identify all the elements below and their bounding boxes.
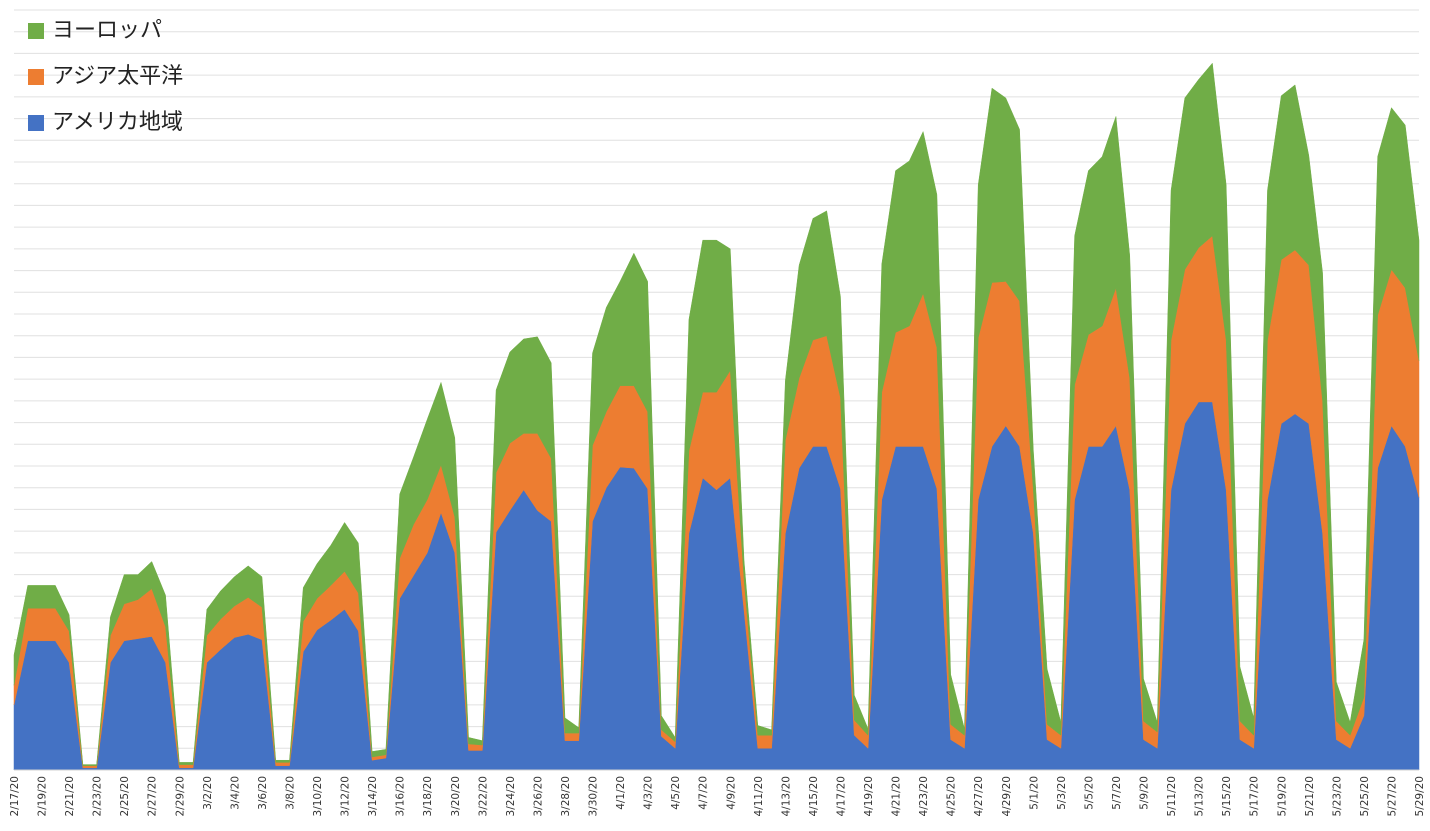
x-tick-label: 5/5/20 [1083, 776, 1095, 810]
x-tick-label: 4/3/20 [643, 776, 655, 810]
x-tick-label: 2/21/20 [64, 776, 76, 816]
x-tick-label: 5/9/20 [1139, 776, 1151, 810]
x-tick-label: 5/1/20 [1028, 776, 1040, 810]
legend-swatch [28, 115, 44, 131]
x-tick-label: 2/29/20 [174, 776, 186, 816]
x-tick-label: 5/13/20 [1194, 776, 1206, 816]
x-tick-label: 3/10/20 [312, 776, 324, 816]
x-tick-label: 3/8/20 [284, 776, 296, 810]
x-tick-label: 3/2/20 [202, 776, 214, 810]
x-tick-label: 3/26/20 [532, 776, 544, 816]
x-tick-label: 4/15/20 [808, 776, 820, 816]
x-tick-label: 2/17/20 [9, 776, 21, 816]
x-tick-label: 2/19/20 [37, 776, 49, 816]
x-tick-label: 4/21/20 [891, 776, 903, 816]
legend-item: アジア太平洋 [28, 64, 183, 89]
legend-swatch [28, 23, 44, 39]
x-tick-label: 3/18/20 [422, 776, 434, 816]
x-tick-label: 4/5/20 [670, 776, 682, 810]
x-tick-label: 2/25/20 [119, 776, 131, 816]
x-tick-label: 2/27/20 [147, 776, 159, 816]
legend-item: ヨーロッパ [28, 18, 162, 43]
x-tick-label: 5/11/20 [1166, 776, 1178, 816]
x-tick-label: 3/22/20 [477, 776, 489, 816]
x-tick-label: 5/27/20 [1386, 776, 1398, 816]
x-tick-label: 4/17/20 [835, 776, 847, 816]
x-tick-label: 5/21/20 [1304, 776, 1316, 816]
x-tick-label: 3/4/20 [229, 776, 241, 810]
x-tick-label: 5/23/20 [1331, 776, 1343, 816]
x-tick-label: 3/28/20 [560, 776, 572, 816]
x-tick-label: 3/6/20 [257, 776, 269, 810]
x-tick-label: 4/25/20 [946, 776, 958, 816]
x-tick-label: 4/23/20 [918, 776, 930, 816]
x-tick-label: 4/27/20 [973, 776, 985, 816]
x-tick-label: 2/23/20 [92, 776, 104, 816]
x-tick-label: 4/1/20 [615, 776, 627, 810]
x-tick-label: 3/12/20 [340, 776, 352, 816]
legend-label: アメリカ地域 [52, 110, 183, 135]
x-tick-label: 3/20/20 [450, 776, 462, 816]
x-tick-label: 5/17/20 [1249, 776, 1261, 816]
x-tick-label: 4/11/20 [753, 776, 765, 816]
x-tick-label: 3/14/20 [367, 776, 379, 816]
x-tick-label: 3/24/20 [505, 776, 517, 816]
x-tick-label: 4/13/20 [780, 776, 792, 816]
x-tick-label: 5/7/20 [1111, 776, 1123, 810]
legend-item: アメリカ地域 [28, 110, 183, 135]
legend-label: アジア太平洋 [52, 64, 183, 89]
x-tick-label: 5/29/20 [1414, 776, 1426, 816]
x-tick-label: 4/7/20 [698, 776, 710, 810]
x-tick-label: 3/30/20 [588, 776, 600, 816]
area [13, 62, 1420, 766]
legend-swatch [28, 69, 44, 85]
x-tick-label: 5/3/20 [1056, 776, 1068, 810]
x-tick-label: 5/19/20 [1276, 776, 1288, 816]
legend-label: ヨーロッパ [52, 18, 162, 43]
x-tick-label: 4/19/20 [863, 776, 875, 816]
x-tick-label: 5/15/20 [1221, 776, 1233, 816]
x-tick-label: 5/25/20 [1359, 776, 1371, 816]
x-tick-label: 3/16/20 [395, 776, 407, 816]
x-tick-label: 4/9/20 [725, 776, 737, 810]
x-tick-label: 4/29/20 [1001, 776, 1013, 816]
